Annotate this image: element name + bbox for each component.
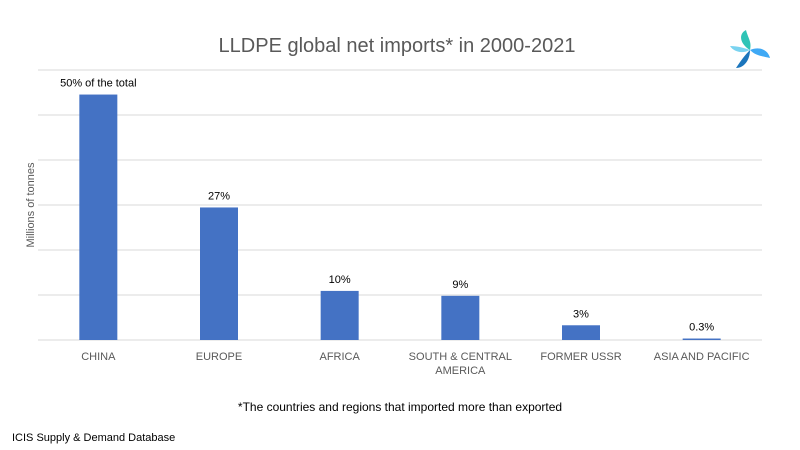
x-tick-label: AFRICA	[319, 351, 360, 363]
data-label: 50% of the total	[60, 78, 136, 90]
data-label: 27%	[208, 190, 230, 202]
data-label: 10%	[329, 274, 351, 286]
data-label: 9%	[452, 279, 468, 291]
data-labels: 50% of the total 27% 10% 9% 3% 0.3%	[60, 78, 714, 334]
bar	[200, 207, 238, 340]
footnote: *The countries and regions that imported…	[237, 400, 563, 414]
x-tick-label: FORMER USSR	[540, 351, 621, 363]
chart-title: LLDPE global net imports* in 2000-2021	[219, 35, 576, 57]
x-tick-label: EUROPE	[196, 351, 242, 363]
chart: LLDPE global net imports* in 2000-2021 M…	[25, 35, 762, 377]
x-tick-label: CHINA	[81, 351, 116, 363]
icis-logo-icon	[730, 30, 770, 68]
y-axis-label: Millions of tonnes	[25, 162, 37, 247]
bar	[562, 325, 600, 340]
x-tick-label: ASIA AND PACIFIC	[654, 351, 750, 363]
x-tick-label: SOUTH & CENTRAL AMERICA	[409, 351, 512, 377]
bar	[441, 295, 480, 340]
bar	[320, 290, 359, 340]
data-label: 3%	[573, 308, 589, 320]
x-tick-labels: CHINA EUROPE AFRICA SOUTH & CENTRAL AMERICA F…	[81, 351, 749, 377]
source-text: ICIS Supply & Demand Database	[12, 432, 176, 444]
bars	[79, 94, 721, 341]
bar	[79, 94, 118, 340]
data-label: 0.3%	[689, 322, 714, 334]
gridlines	[38, 69, 762, 341]
bar	[682, 338, 721, 341]
